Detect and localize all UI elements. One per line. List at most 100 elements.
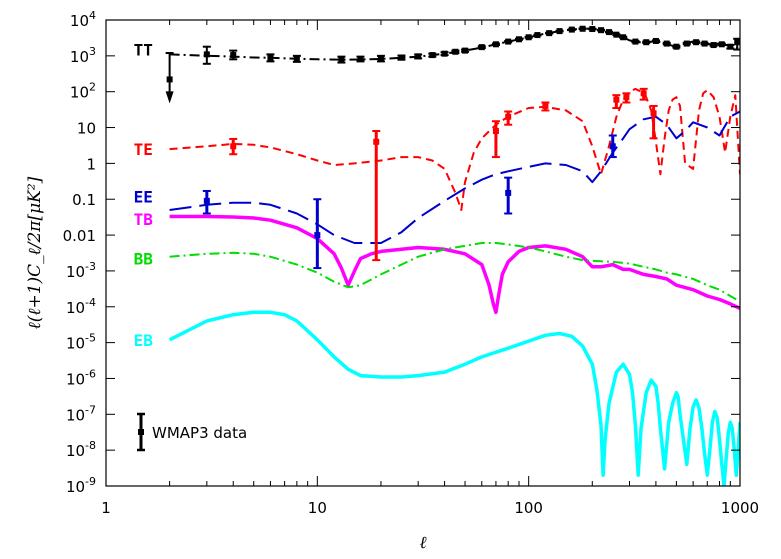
data-point-tt — [534, 32, 541, 39]
data-point-tt — [415, 53, 422, 60]
data-point-tt — [652, 37, 659, 44]
data-point-tt — [546, 30, 553, 37]
y-tick-label: 10-5 — [66, 332, 96, 353]
y-tick-exponent: 3 — [89, 45, 96, 58]
data-point-tt — [267, 54, 274, 61]
y-tick-exponent: -6 — [85, 367, 96, 380]
data-point-tt — [203, 51, 210, 58]
series-label-tt: TT — [134, 41, 153, 60]
plot-frame — [105, 19, 741, 487]
y-tick-base: 10 — [66, 299, 85, 317]
y-tick-base: 0.1 — [72, 191, 96, 209]
y-tick-exponent: -9 — [85, 475, 96, 488]
data-point-tt — [620, 34, 627, 41]
data-point-tt — [632, 38, 639, 45]
data-point-ee — [609, 143, 616, 150]
legend-label: WMAP3 data — [152, 424, 247, 442]
y-tick-base: 10 — [66, 442, 85, 460]
data-point-ee — [505, 189, 512, 196]
data-point-te — [230, 143, 237, 150]
error-bars — [165, 25, 740, 270]
data-point-ee — [314, 232, 321, 239]
data-point-ee — [203, 197, 210, 204]
data-point-tt — [357, 55, 364, 62]
data-point-tt — [515, 36, 522, 43]
y-tick-label: 10 — [77, 120, 96, 138]
y-tick-base: 0.01 — [63, 227, 96, 245]
y-tick-base: 10 — [66, 263, 85, 281]
series-label-te: TE — [134, 140, 153, 159]
data-point-te — [640, 90, 647, 97]
x-tick-label: 100 — [514, 499, 543, 517]
series-ee-curve — [169, 110, 740, 244]
legend-marker — [138, 429, 144, 435]
y-tick-exponent: -5 — [85, 332, 96, 345]
series-label-ee: EE — [134, 187, 153, 206]
series-label-tb: TB — [134, 210, 154, 229]
data-point-tt — [338, 56, 345, 63]
x-tick-label: 10 — [308, 499, 327, 517]
data-point-tt — [525, 34, 532, 41]
data-point-tt — [710, 42, 717, 49]
data-point-tt — [683, 40, 690, 47]
legend: WMAP3 data — [137, 412, 247, 452]
series-labels: TT TE EE TB BB EB — [134, 41, 154, 350]
data-point-tt — [613, 31, 620, 38]
data-point-tt — [441, 50, 448, 57]
y-tick-exponent: 2 — [89, 81, 96, 94]
y-tick-base: 10 — [66, 406, 85, 424]
y-tick-base: 10 — [77, 120, 96, 138]
y-axis-title: ℓ(ℓ+1)C_ℓ/2π[μK²] — [25, 176, 45, 329]
data-point-tt — [398, 54, 405, 61]
y-tick-label: 0.01 — [63, 227, 96, 245]
data-point-tt — [643, 39, 650, 46]
x-axis-title: ℓ — [419, 533, 426, 553]
y-tick-label: 1 — [86, 155, 96, 173]
data-point-tt — [452, 48, 459, 55]
data-point-tt — [166, 76, 173, 83]
y-tick-base: 10 — [70, 84, 89, 102]
data-point-tt — [462, 47, 469, 54]
series-bb-curve — [169, 242, 740, 303]
data-point-tt — [429, 52, 436, 59]
y-tick-exponent: 4 — [89, 9, 96, 22]
series-label-eb: EB — [134, 331, 154, 350]
data-point-te — [373, 138, 380, 145]
data-point-tt — [478, 44, 485, 51]
y-tick-label: 0.1 — [72, 191, 96, 209]
y-tick-base: 1 — [86, 155, 96, 173]
y-tick-label: 10-7 — [66, 403, 96, 424]
data-point-tt — [598, 27, 605, 34]
data-point-tt — [673, 43, 680, 50]
data-point-tt — [663, 40, 670, 47]
y-tick-exponent: -3 — [85, 260, 96, 273]
data-point-tt — [377, 55, 384, 62]
y-tick-base: 10 — [70, 12, 89, 30]
data-point-te — [623, 94, 630, 101]
y-tick-base: 10 — [70, 48, 89, 66]
y-axis-ticks: 1041031021010.10.0110-310-410-510-610-71… — [63, 9, 740, 496]
data-point-tt — [293, 55, 300, 62]
y-tick-label: 103 — [70, 45, 96, 66]
data-point-te — [492, 128, 499, 135]
y-tick-exponent: -7 — [85, 403, 96, 416]
x-tick-label: 1000 — [721, 499, 759, 517]
data-point-te — [505, 113, 512, 120]
x-axis-ticks: 1 10 100 1000 — [101, 20, 759, 517]
data-point-tt — [568, 26, 575, 33]
y-tick-label: 10-3 — [66, 260, 96, 281]
data-point-tt — [718, 41, 725, 48]
series-eb-curve — [168, 310, 740, 486]
y-tick-label: 10-9 — [66, 475, 96, 496]
data-point-tt — [230, 52, 237, 59]
data-point-tt — [505, 38, 512, 45]
series-label-bb: BB — [134, 250, 154, 269]
data-point-te — [650, 110, 657, 117]
data-point-tt — [701, 40, 708, 47]
y-tick-base: 10 — [66, 370, 85, 388]
y-tick-label: 10-8 — [66, 439, 96, 460]
data-point-tt — [589, 26, 596, 33]
data-point-tt — [693, 39, 700, 46]
data-point-tt — [727, 43, 734, 50]
